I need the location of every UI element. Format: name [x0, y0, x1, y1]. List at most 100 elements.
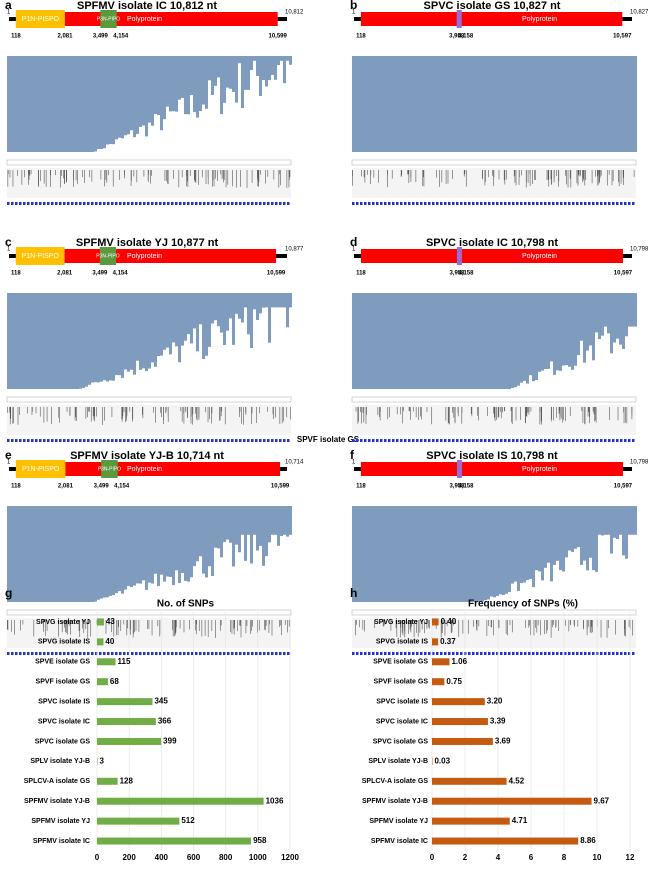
coverage — [445, 56, 448, 152]
blue-track — [388, 439, 391, 442]
panel-letter: d — [350, 235, 357, 249]
blue-track — [556, 439, 559, 442]
polyprotein — [360, 462, 623, 476]
coverage — [544, 293, 547, 370]
polyprotein-label: Polyprotein — [522, 466, 557, 473]
blue-track — [564, 439, 567, 442]
coverage — [481, 56, 484, 152]
polyprotein — [360, 12, 623, 26]
blue-track — [251, 439, 254, 442]
coverage — [160, 56, 163, 131]
blue-track — [123, 439, 126, 442]
blue-track — [400, 652, 403, 655]
coverage — [568, 506, 571, 551]
bar — [97, 638, 104, 646]
genome-end: 10,714 — [285, 460, 304, 466]
coverage — [178, 506, 181, 584]
coverage — [289, 293, 292, 308]
coverage — [247, 506, 250, 535]
coverage — [430, 293, 433, 389]
blue-track — [263, 202, 266, 205]
coverage — [565, 506, 568, 558]
blue-track — [472, 652, 475, 655]
coverage — [547, 56, 550, 152]
blue-track — [135, 439, 138, 442]
coverage — [235, 506, 238, 545]
coord: 4,158 — [458, 271, 474, 277]
feature — [15, 247, 65, 265]
blue-track — [492, 202, 495, 205]
coverage — [166, 56, 169, 107]
coverage — [571, 56, 574, 152]
y-tick-label: SPFMV isolate YJ — [369, 818, 428, 825]
blue-track — [247, 439, 250, 442]
coord: 3,958 — [449, 271, 465, 277]
coverage — [631, 56, 634, 152]
coverage — [34, 56, 37, 152]
blue-track — [544, 652, 547, 655]
blue-track — [600, 202, 603, 205]
blue-track — [231, 652, 234, 655]
coverage — [154, 506, 157, 574]
coverage — [13, 506, 16, 602]
coverage — [193, 506, 196, 567]
panel-title: SPFMV isolate IC 10,812 nt — [77, 0, 217, 12]
blue-track — [207, 439, 210, 442]
coverage — [202, 293, 205, 360]
coverage — [85, 56, 88, 152]
value-label: 8.86 — [580, 836, 596, 845]
blue-track — [31, 652, 34, 655]
blue-track — [147, 652, 150, 655]
coverage — [532, 506, 535, 588]
coverage — [460, 293, 463, 389]
blue-track — [231, 439, 234, 442]
blue-track — [19, 652, 22, 655]
coverage — [250, 506, 253, 564]
coverage — [136, 293, 139, 361]
coverage — [79, 506, 82, 602]
coverage — [625, 56, 628, 152]
blue-track — [404, 439, 407, 442]
coverage — [415, 56, 418, 152]
coverage — [103, 56, 106, 149]
coverage — [280, 506, 283, 537]
y-tick-label: SPVC isolate IS — [376, 698, 428, 705]
blue-track — [528, 652, 531, 655]
coverage — [187, 293, 190, 335]
blue-track — [115, 652, 118, 655]
coverage — [208, 506, 211, 567]
coverage — [145, 293, 148, 372]
coverage — [556, 506, 559, 561]
coverage — [601, 56, 604, 152]
blue-track — [43, 652, 46, 655]
blue-track — [584, 652, 587, 655]
coverage — [238, 293, 241, 319]
coverage — [28, 506, 31, 602]
coverage — [382, 293, 385, 389]
coverage — [616, 506, 619, 540]
value-label: 4.71 — [512, 816, 528, 825]
coverage — [202, 56, 205, 105]
genome-start: 1 — [7, 247, 11, 253]
coverage — [40, 506, 43, 602]
blue-track — [23, 652, 26, 655]
coverage — [217, 56, 220, 78]
blue-track — [616, 202, 619, 205]
blue-track — [239, 202, 242, 205]
coverage — [265, 56, 268, 87]
x-tick-label: 12 — [626, 853, 635, 862]
coverage — [151, 293, 154, 363]
coverage — [400, 293, 403, 389]
blue-track — [632, 202, 635, 205]
coverage — [214, 506, 217, 548]
coverage — [544, 56, 547, 152]
bar — [432, 678, 445, 686]
blue-track — [532, 202, 535, 205]
blue-track — [368, 652, 371, 655]
coverage — [73, 506, 76, 602]
coverage — [463, 56, 466, 152]
coverage — [616, 56, 619, 152]
value-label: 345 — [154, 697, 168, 706]
coverage — [64, 56, 67, 152]
blue-track — [227, 652, 230, 655]
